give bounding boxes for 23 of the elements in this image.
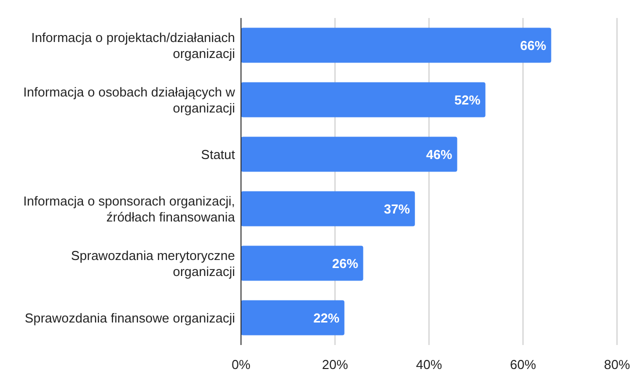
y-tick-label: Sprawozdania finansowe organizacji bbox=[24, 310, 236, 326]
y-tick-label: Informacja o sponsorach organizacji, źródłach finansowania bbox=[23, 193, 236, 224]
x-tick-label: 20% bbox=[322, 357, 348, 372]
data-label: 52% bbox=[454, 92, 481, 108]
y-tick-label: Informacja o osobach działających w organizacji bbox=[23, 84, 236, 116]
x-tick-label: 60% bbox=[510, 357, 536, 372]
bar bbox=[241, 191, 415, 226]
bar bbox=[241, 136, 458, 172]
bar bbox=[241, 82, 486, 118]
y-tick-label: Sprawozdania merytoryczne organizacji bbox=[70, 248, 236, 279]
data-label: 66% bbox=[520, 38, 547, 53]
bar bbox=[241, 246, 364, 281]
y-tick-label: Informacja o projektach/działaniach organizacji bbox=[31, 30, 236, 61]
y-tick-label: Statut bbox=[201, 146, 236, 162]
x-tick-label: 0% bbox=[232, 357, 251, 372]
x-tick-label: 80% bbox=[604, 357, 630, 372]
data-label: 22% bbox=[313, 310, 340, 326]
data-label: 26% bbox=[332, 256, 359, 271]
data-label: 37% bbox=[384, 201, 410, 216]
bar bbox=[241, 300, 344, 336]
data-label: 46% bbox=[426, 146, 453, 162]
bar bbox=[241, 28, 552, 63]
x-tick-label: 40% bbox=[416, 357, 442, 372]
